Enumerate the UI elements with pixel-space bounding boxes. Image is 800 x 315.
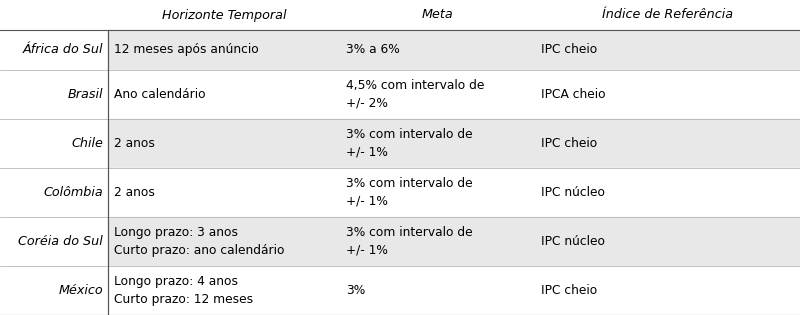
Text: 12 meses após anúncio: 12 meses após anúncio (114, 43, 258, 56)
Text: 3% com intervalo de
+/- 1%: 3% com intervalo de +/- 1% (346, 128, 473, 159)
Bar (0, 168, 108, 217)
Bar (0, 217, 108, 266)
Bar (0, 70, 108, 119)
Bar (0, 30, 108, 70)
Bar (0, 266, 108, 315)
Text: 2 anos: 2 anos (114, 137, 155, 150)
Text: 2 anos: 2 anos (114, 186, 155, 199)
Bar (108, 168, 800, 217)
Text: Longo prazo: 4 anos
Curto prazo: 12 meses: Longo prazo: 4 anos Curto prazo: 12 mese… (114, 275, 253, 306)
Bar (0, 0, 800, 30)
Text: África do Sul: África do Sul (22, 43, 103, 56)
Text: Brasil: Brasil (67, 88, 103, 101)
Bar (108, 119, 800, 168)
Text: 3%: 3% (346, 284, 366, 297)
Text: Chile: Chile (71, 137, 103, 150)
Text: Colômbia: Colômbia (43, 186, 103, 199)
Text: IPC cheio: IPC cheio (541, 43, 598, 56)
Text: IPC cheio: IPC cheio (541, 284, 598, 297)
Bar (108, 266, 800, 315)
Text: IPC núcleo: IPC núcleo (541, 186, 605, 199)
Text: Horizonte Temporal: Horizonte Temporal (162, 9, 286, 21)
Text: 3% a 6%: 3% a 6% (346, 43, 400, 56)
Text: IPC núcleo: IPC núcleo (541, 235, 605, 248)
Text: Índice de Referência: Índice de Referência (602, 9, 733, 21)
Text: Ano calendário: Ano calendário (114, 88, 206, 101)
Bar (0, 119, 108, 168)
Text: México: México (58, 284, 103, 297)
Text: Coréia do Sul: Coréia do Sul (18, 235, 103, 248)
Bar (108, 30, 800, 70)
Text: IPC cheio: IPC cheio (541, 137, 598, 150)
Text: Meta: Meta (422, 9, 454, 21)
Text: 4,5% com intervalo de
+/- 2%: 4,5% com intervalo de +/- 2% (346, 79, 484, 110)
Text: 3% com intervalo de
+/- 1%: 3% com intervalo de +/- 1% (346, 226, 473, 257)
Text: Longo prazo: 3 anos
Curto prazo: ano calendário: Longo prazo: 3 anos Curto prazo: ano cal… (114, 226, 285, 257)
Text: 3% com intervalo de
+/- 1%: 3% com intervalo de +/- 1% (346, 177, 473, 208)
Text: IPCA cheio: IPCA cheio (541, 88, 606, 101)
Bar (108, 70, 800, 119)
Bar (108, 217, 800, 266)
